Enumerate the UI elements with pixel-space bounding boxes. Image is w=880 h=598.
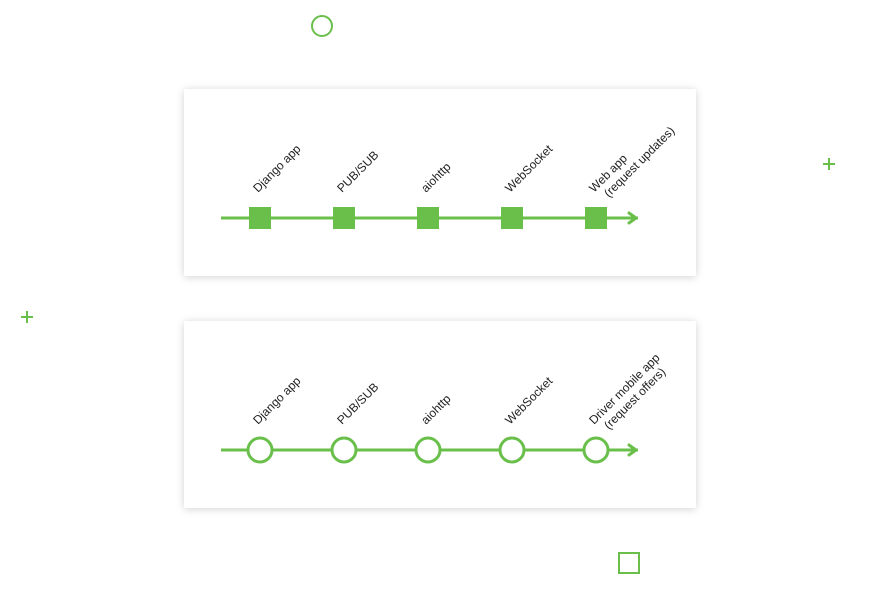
decorative-plus-icon [21,311,33,323]
stage-node-square [501,207,523,229]
stage-node-square [585,207,607,229]
flow-arrow-icon [627,443,638,457]
web-app-flow-diagram: Django app PUB/SUB aiohttp WebSocket Web app… [221,114,677,229]
stage-node-square [249,207,271,229]
decorative-square-icon [618,552,640,574]
stage-node-circle [498,436,526,464]
stage-label: aiohttp [418,160,454,196]
stage-label: Django app [250,142,304,196]
stage-label: aiohttp [418,392,454,428]
stage-node-circle [246,436,274,464]
stage-label: WebSocket [502,142,556,196]
stage-node-square [333,207,355,229]
stage-node-circle [330,436,358,464]
stage-label: Django app [250,374,304,428]
flow-arrow-icon [627,211,638,225]
driver-app-flow-diagram: Django app PUB/SUB aiohttp WebSocket Driver … [221,350,673,464]
stage-label: PUB/SUB [334,148,381,195]
stage-label: WebSocket [502,374,556,428]
stage-node-circle [414,436,442,464]
decorative-circle-icon [311,15,333,37]
stage-label: Web app(request updates) [586,114,677,205]
driver-app-flow-card: Django app PUB/SUB aiohttp WebSocket Driver … [184,321,696,508]
stage-label: Driver mobile app(request offers) [586,350,673,437]
decorative-plus-icon [823,158,835,170]
stage-label: PUB/SUB [334,380,381,427]
web-app-flow-card: Django app PUB/SUB aiohttp WebSocket Web app… [184,89,696,276]
stage-node-circle [582,436,610,464]
stage-node-square [417,207,439,229]
